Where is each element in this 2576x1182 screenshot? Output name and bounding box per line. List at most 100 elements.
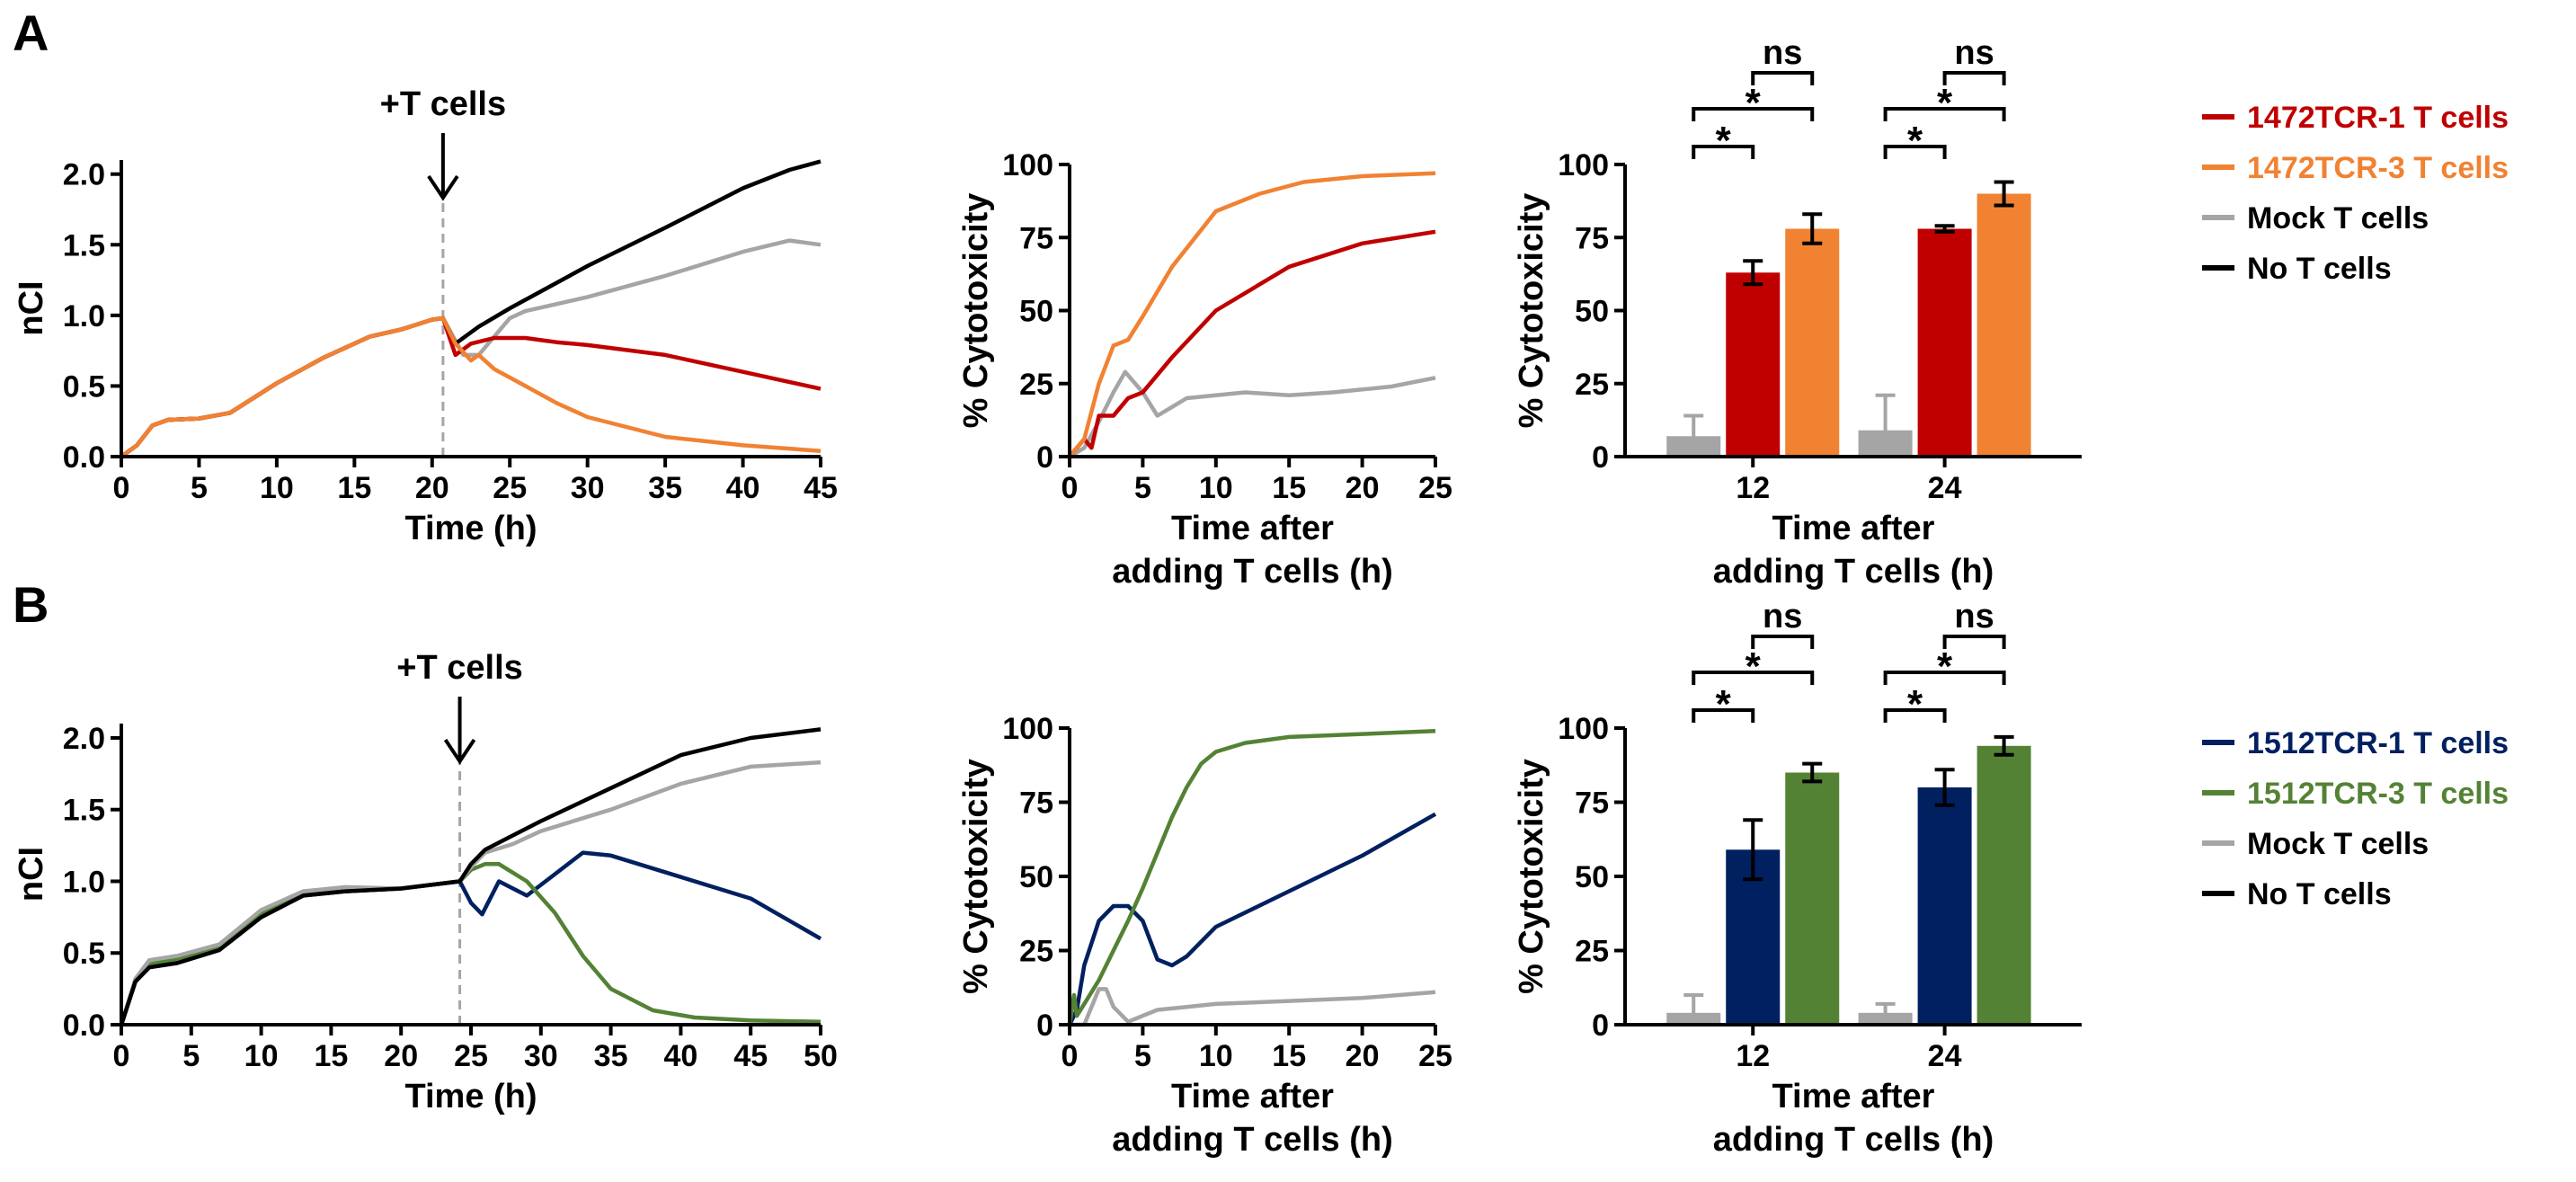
x-axis-label: Time after adding T cells (h) [1713,510,1994,591]
y-tick-label: 75 [1019,787,1053,821]
significance-bracket [1692,671,1815,685]
x-tick-label: 24 [1928,471,1962,505]
x-tick-label: 15 [337,471,371,505]
x-axis-label: Time after adding T cells (h) [1713,1078,1994,1159]
significance-bracket [1883,671,2006,685]
significance-bracket [1692,708,1755,723]
annotation-arrow-head [427,174,459,201]
y-tick-label: 0.5 [63,937,105,971]
y-axis-label: nCI [13,280,50,335]
x-tick-label: 35 [648,471,682,505]
y-axis-label: % Cytotoxicity [1513,193,1550,429]
y-tick-label: 75 [1575,221,1609,255]
y-tick-label: 1.0 [63,299,105,333]
y-tick-label: 0 [1592,1009,1609,1043]
x-tick-label: 5 [191,471,208,505]
bar-tcr1-24 [1917,787,1972,1025]
legend-B: 1512TCR-1 T cells 1512TCR-3 T cells Mock T… [2202,726,2509,911]
legend-entry: 1512TCR-1 T cells [2247,726,2509,760]
y-tick-label: 50 [1019,860,1053,894]
significance-bracket [1883,107,2006,121]
x-tick-label: 25 [1418,471,1452,505]
x-tick-label: 15 [1272,471,1306,505]
significance-star: * [1716,119,1732,163]
legend-entry: No T cells [2247,877,2392,911]
y-tick-label: 25 [1019,368,1053,402]
y-tick-label: 25 [1019,935,1053,969]
series-line-tcr1 [1068,229,1436,458]
x-tick-label: 20 [1346,1039,1380,1073]
x-tick-label: 25 [493,471,527,505]
series-line-tcr3 [1067,729,1436,1026]
x-tick-label: 20 [1346,471,1380,505]
bar-tcr3-12 [1785,228,1840,457]
x-tick-label: 40 [663,1039,697,1073]
series-line-mock [1068,369,1436,458]
significance-star: * [1745,81,1762,125]
x-axis-label-line: adding T cells (h) [1112,553,1392,591]
x-tick-label: 12 [1736,1039,1770,1073]
x-axis-label: Time after adding T cells (h) [1112,1078,1392,1159]
x-axis-label-line: Time (h) [404,510,537,547]
series-line-tcr3 [1068,171,1436,458]
y-tick-label: 25 [1575,368,1609,402]
y-tick-label: 1.0 [63,865,105,899]
significance-star: * [1907,119,1923,163]
x-axis-label-line: adding T cells (h) [1713,1121,1994,1159]
significance-star: * [1907,682,1923,726]
y-tick-label: 100 [1002,148,1053,182]
x-tick-label: 0 [113,1039,130,1073]
x-tick-label: 35 [594,1039,628,1073]
legend-entry: 1472TCR-1 T cells [2247,101,2509,135]
y-tick-label: 0 [1036,440,1053,475]
chart-B-nci: +T cells 0.0 0.5 1.0 1.5 2.0 0 5 10 15 20 25 30 35 40 4… [13,649,838,1115]
x-tick-label: 40 [726,471,760,505]
significance-star: * [1716,682,1732,726]
significance-bracket [1751,71,1815,85]
y-tick-label: 0.5 [63,369,105,404]
x-tick-label: 5 [1134,471,1151,505]
significance-ns: ns [1763,34,1802,72]
legend-entry: 1472TCR-3 T cells [2247,151,2509,185]
bar-tcr1-12 [1726,272,1781,457]
bar-tcr3-24 [1976,745,2031,1025]
series-line-mock [119,760,822,1026]
y-tick-label: 2.0 [63,722,105,756]
y-tick-label: 50 [1575,295,1609,329]
x-tick-label: 0 [1061,471,1079,505]
legend-entry: Mock T cells [2247,827,2429,861]
x-axis-label-line: adding T cells (h) [1713,553,1994,591]
panel-label-a: A [13,4,49,61]
y-tick-label: 0 [1036,1009,1053,1043]
y-tick-label: 2.0 [63,158,105,192]
bar-tcr3-12 [1785,772,1840,1025]
significance-bracket [1883,145,1947,159]
annotation-t-cells: +T cells [396,649,522,687]
x-tick-label: 15 [1272,1039,1306,1073]
x-tick-label: 10 [244,1039,279,1073]
x-tick-label: 30 [524,1039,558,1073]
series-line-tcr1 [1067,812,1437,1026]
y-tick-label: 0.0 [63,1009,105,1043]
x-tick-label: 12 [1736,471,1770,505]
series-line-tcr3 [120,315,822,458]
annotation-t-cells: +T cells [380,85,506,123]
x-tick-label: 25 [454,1039,488,1073]
x-tick-label: 30 [571,471,605,505]
x-axis-label-line: Time after [1772,1078,1935,1115]
x-tick-label: 45 [804,471,838,505]
significance-bracket [1692,107,1815,121]
x-tick-label: 45 [733,1039,768,1073]
x-tick-label: 10 [260,471,294,505]
x-tick-label: 50 [804,1039,838,1073]
x-tick-label: 20 [384,1039,418,1073]
y-tick-label: 25 [1575,935,1609,969]
x-axis-label: Time (h) [404,1078,537,1115]
x-axis-label-line: Time after [1171,510,1334,547]
y-tick-label: 100 [1002,712,1053,746]
x-axis-label-line: Time (h) [404,1078,537,1115]
bar-tcr3-24 [1976,193,2031,457]
bar-tcr1-24 [1917,228,1972,457]
